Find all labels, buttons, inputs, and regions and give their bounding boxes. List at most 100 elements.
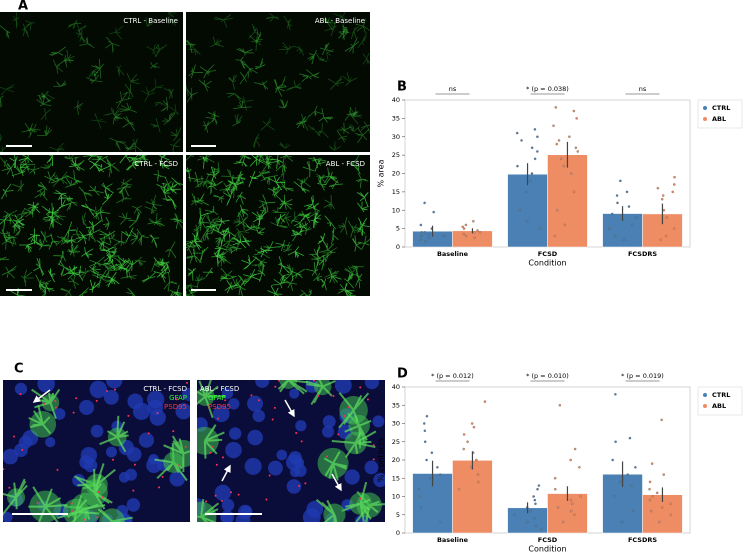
data-point (665, 216, 668, 219)
cell-texture (101, 182, 115, 196)
cell-texture (56, 55, 74, 68)
cell-texture (305, 261, 319, 276)
cell-texture (52, 171, 70, 185)
cell-texture (90, 113, 106, 129)
astrocyte-process (28, 404, 52, 435)
cell-texture (150, 117, 161, 133)
cell-texture (278, 99, 289, 109)
data-point (457, 487, 461, 491)
cell-texture (75, 21, 87, 38)
cell-texture (328, 180, 344, 190)
cell-texture (89, 279, 99, 293)
cell-texture (333, 12, 347, 25)
data-point (476, 229, 479, 232)
cell-texture (83, 155, 103, 158)
cell-texture (170, 284, 182, 296)
cell-texture (1, 162, 15, 178)
data-point (423, 231, 427, 234)
cell-texture (49, 142, 65, 152)
cell-texture (81, 212, 89, 229)
data-point (573, 513, 576, 517)
cell-texture (305, 289, 312, 296)
data-point (664, 234, 668, 238)
synapse (300, 440, 303, 443)
cell-texture (318, 108, 334, 123)
cell-texture (275, 239, 291, 252)
cell-texture (316, 173, 326, 184)
cell-texture (153, 267, 167, 283)
cell-texture (348, 123, 361, 132)
cell-texture (52, 59, 64, 74)
nucleus (295, 420, 307, 432)
y-tick-label: 30 (392, 133, 400, 141)
nucleus (294, 464, 307, 477)
cell-texture (64, 155, 80, 160)
cell-texture (126, 138, 143, 152)
cell-texture (27, 123, 41, 139)
data-point (660, 197, 664, 201)
cell-texture (202, 120, 210, 133)
data-point (553, 234, 557, 238)
legend-box (697, 386, 743, 416)
cell-texture (105, 232, 120, 243)
cell-texture (74, 100, 84, 115)
astrocyte-process (323, 451, 347, 481)
cell-texture (278, 196, 293, 210)
cell-texture (309, 245, 322, 260)
data-point (438, 473, 442, 476)
cell-texture (272, 186, 282, 198)
micrographs (0, 12, 385, 522)
cell-texture (216, 217, 230, 230)
cell-texture (210, 36, 224, 48)
data-point (569, 172, 573, 175)
cell-texture (302, 161, 316, 178)
cell-texture (148, 217, 162, 227)
image-background (0, 155, 183, 296)
cell-texture (117, 256, 130, 270)
cell-texture (215, 253, 226, 264)
cell-texture (89, 156, 103, 172)
cell-texture (205, 110, 218, 125)
cell-texture (16, 208, 28, 220)
cell-texture (88, 67, 100, 80)
synapse (161, 475, 164, 478)
data-point (650, 462, 654, 465)
cell-texture (251, 209, 268, 226)
x-tick-label: FCSDRS (628, 250, 657, 258)
nucleus (169, 470, 186, 487)
synapse (295, 431, 298, 434)
cell-texture (155, 44, 168, 57)
cell-texture (165, 241, 177, 259)
cell-texture (253, 246, 271, 259)
cell-texture (344, 265, 361, 280)
cell-texture (160, 97, 169, 112)
data-point (530, 146, 534, 150)
synapse (216, 417, 219, 420)
cell-texture (134, 155, 148, 161)
cell-texture (239, 96, 254, 111)
data-point (558, 403, 562, 407)
nucleus (105, 446, 117, 458)
cell-texture (204, 225, 213, 241)
data-point (533, 157, 537, 161)
cell-texture (223, 245, 233, 255)
x-axis-label: Condition (528, 259, 566, 268)
synapse (257, 399, 260, 402)
cell-texture (116, 184, 131, 197)
cell-texture (69, 265, 84, 281)
data-point (616, 201, 619, 205)
cell-texture (202, 174, 213, 188)
data-point (537, 484, 541, 487)
cell-texture (148, 78, 164, 93)
cell-texture (258, 194, 276, 213)
data-point (673, 175, 676, 179)
cell-texture (48, 268, 56, 283)
data-point (516, 164, 519, 168)
data-point (651, 495, 654, 498)
cell-texture (145, 195, 162, 210)
y-tick-label: 15 (392, 474, 400, 482)
cell-texture (40, 287, 47, 296)
cell-texture (9, 155, 18, 169)
data-point (554, 106, 558, 109)
data-point (613, 495, 616, 498)
